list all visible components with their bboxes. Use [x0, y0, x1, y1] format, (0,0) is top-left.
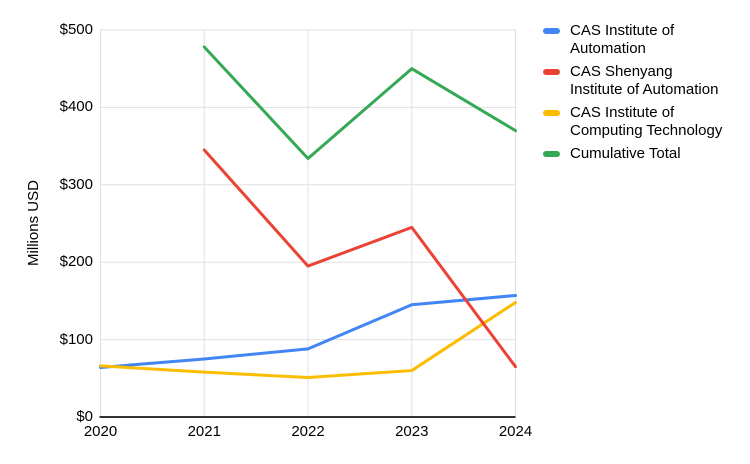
x-tick-label: 2024	[498, 423, 533, 440]
legend-item-2[interactable]: CAS Institute of Computing Technology	[543, 104, 743, 139]
y-tick-label: $100	[59, 330, 93, 348]
legend-label: CAS Institute of Automation	[570, 22, 675, 57]
x-tick-label: 2022	[291, 423, 325, 440]
legend-item-3[interactable]: Cumulative Total	[543, 145, 743, 163]
legend-swatch-icon	[543, 151, 560, 157]
legend-item-1[interactable]: CAS Shenyang Institute of Automation	[543, 63, 743, 98]
legend-label: Cumulative Total	[570, 145, 681, 162]
y-tick-label: $200	[59, 253, 93, 271]
x-tick-label: 2021	[187, 423, 221, 440]
x-tick-label: 2023	[395, 423, 429, 440]
series-line-0	[99, 293, 517, 369]
legend-swatch-icon	[543, 110, 560, 116]
x-tick-label: 2020	[83, 423, 118, 440]
legend-swatch-icon	[543, 28, 560, 34]
y-tick-label: $300	[59, 175, 93, 193]
y-tick-label: $500	[59, 21, 93, 38]
legend-item-0[interactable]: CAS Institute of Automation	[543, 22, 743, 57]
legend-label: CAS Institute of Computing Technology	[570, 104, 723, 139]
y-axis-title: Millions USD	[25, 180, 42, 266]
y-tick-label: $0	[76, 408, 93, 425]
y-tick-label: $400	[59, 98, 93, 116]
series-line-3	[202, 45, 517, 160]
legend: CAS Institute of Automation CAS Shenyang …	[543, 22, 743, 163]
series-line-2	[99, 300, 517, 380]
legend-swatch-icon	[543, 69, 560, 75]
series-line-1	[202, 148, 517, 369]
legend-label: CAS Shenyang Institute of Automation	[570, 63, 719, 98]
